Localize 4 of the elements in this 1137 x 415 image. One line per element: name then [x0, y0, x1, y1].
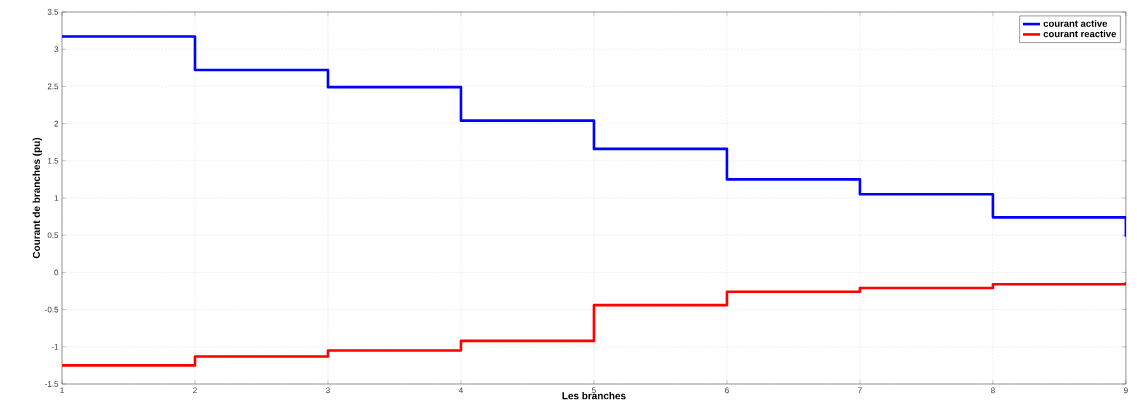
legend-label: courant reactive — [1043, 30, 1117, 38]
y-axis-title: Courant de branches (pu) — [32, 137, 42, 259]
x-axis-title: Les branches — [562, 392, 626, 400]
legend-label: courant active — [1043, 19, 1108, 27]
